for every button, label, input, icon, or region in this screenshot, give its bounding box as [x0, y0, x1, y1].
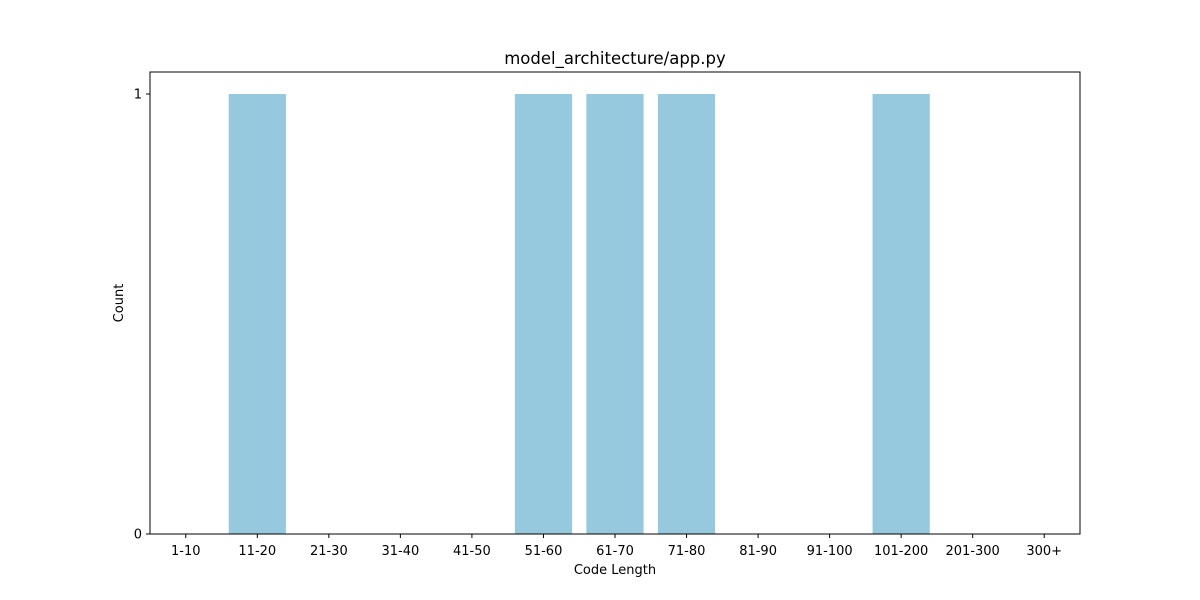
x-tick-label: 11-20 [238, 544, 276, 559]
bars-group [228, 94, 930, 534]
x-tick-label: 91-100 [807, 544, 853, 559]
bar-101-200 [872, 94, 930, 534]
x-tick-label: 300+ [1026, 544, 1062, 559]
x-tick-label: 21-30 [310, 544, 348, 559]
bar-51-60 [514, 94, 573, 534]
y-ticks-group: 01 [134, 88, 150, 543]
x-tick-label: 51-60 [525, 544, 563, 559]
x-tick-label: 61-70 [596, 544, 634, 559]
x-tick-label: 81-90 [739, 544, 777, 559]
x-tick-label: 71-80 [668, 544, 706, 559]
bar-71-80 [657, 94, 716, 534]
x-tick-label: 31-40 [381, 544, 419, 559]
y-tick-label: 1 [134, 88, 142, 103]
y-axis-label: Count [112, 284, 127, 323]
x-tick-label: 41-50 [453, 544, 491, 559]
chart-title: model_architecture/app.py [504, 49, 726, 69]
bar-11-20 [228, 94, 286, 534]
x-tick-label: 101-200 [874, 544, 928, 559]
bar-61-70 [586, 94, 644, 534]
x-ticks-group: 1-10 11-20 21-30 31-40 41-50 51-60 61-70 71-80 8… [171, 534, 1062, 559]
x-axis-label: Code Length [574, 563, 656, 578]
x-tick-label: 1-10 [171, 544, 201, 559]
x-tick-label: 201-300 [946, 544, 1000, 559]
y-tick-label: 0 [134, 528, 142, 543]
